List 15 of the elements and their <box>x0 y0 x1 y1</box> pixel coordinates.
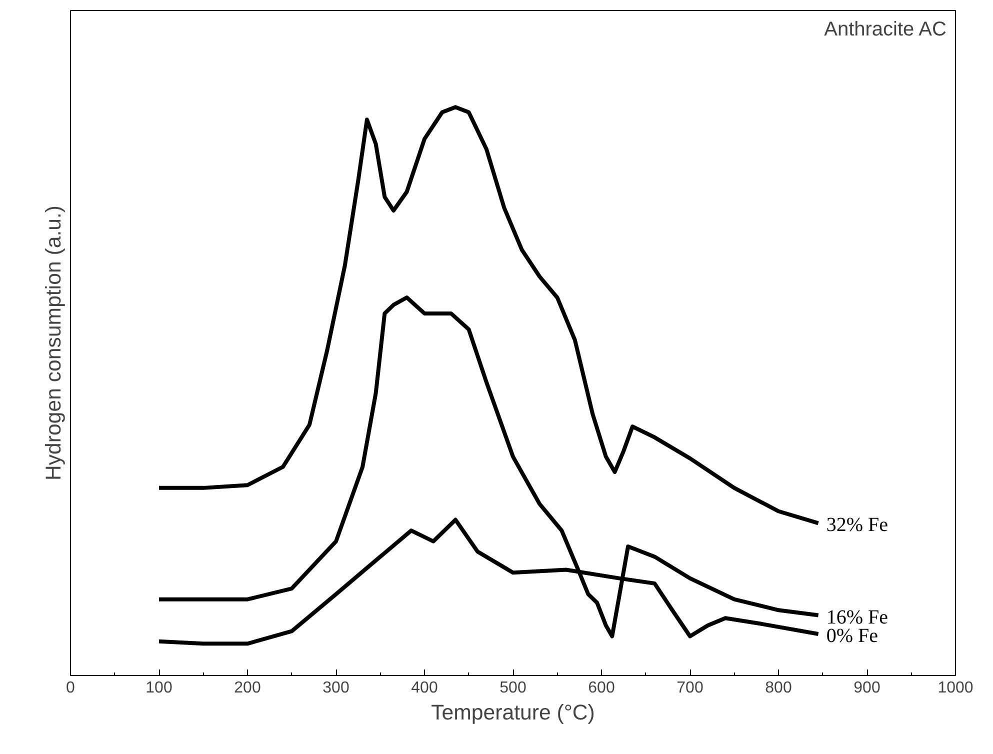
x-tick-label: 400 <box>411 680 438 696</box>
x-tick-label: 900 <box>854 680 880 696</box>
x-tick-label: 0 <box>66 680 76 696</box>
x-tick-label: 1000 <box>938 680 974 696</box>
x-tick-label: 800 <box>765 680 792 696</box>
x-axis-title: Temperature (°C) <box>431 700 595 724</box>
x-tick-label: 100 <box>146 680 172 696</box>
x-tick-label: 600 <box>588 680 615 696</box>
series-label: 32% Fe <box>826 514 888 536</box>
y-axis-title: Hydrogen consumption (a.u.) <box>42 205 66 481</box>
x-tick-label: 700 <box>676 680 704 696</box>
x-tick-label: 200 <box>234 680 261 696</box>
x-tick-label: 500 <box>500 680 526 696</box>
text: Anthracite AC <box>824 18 946 40</box>
x-tick-label: 300 <box>322 680 350 696</box>
